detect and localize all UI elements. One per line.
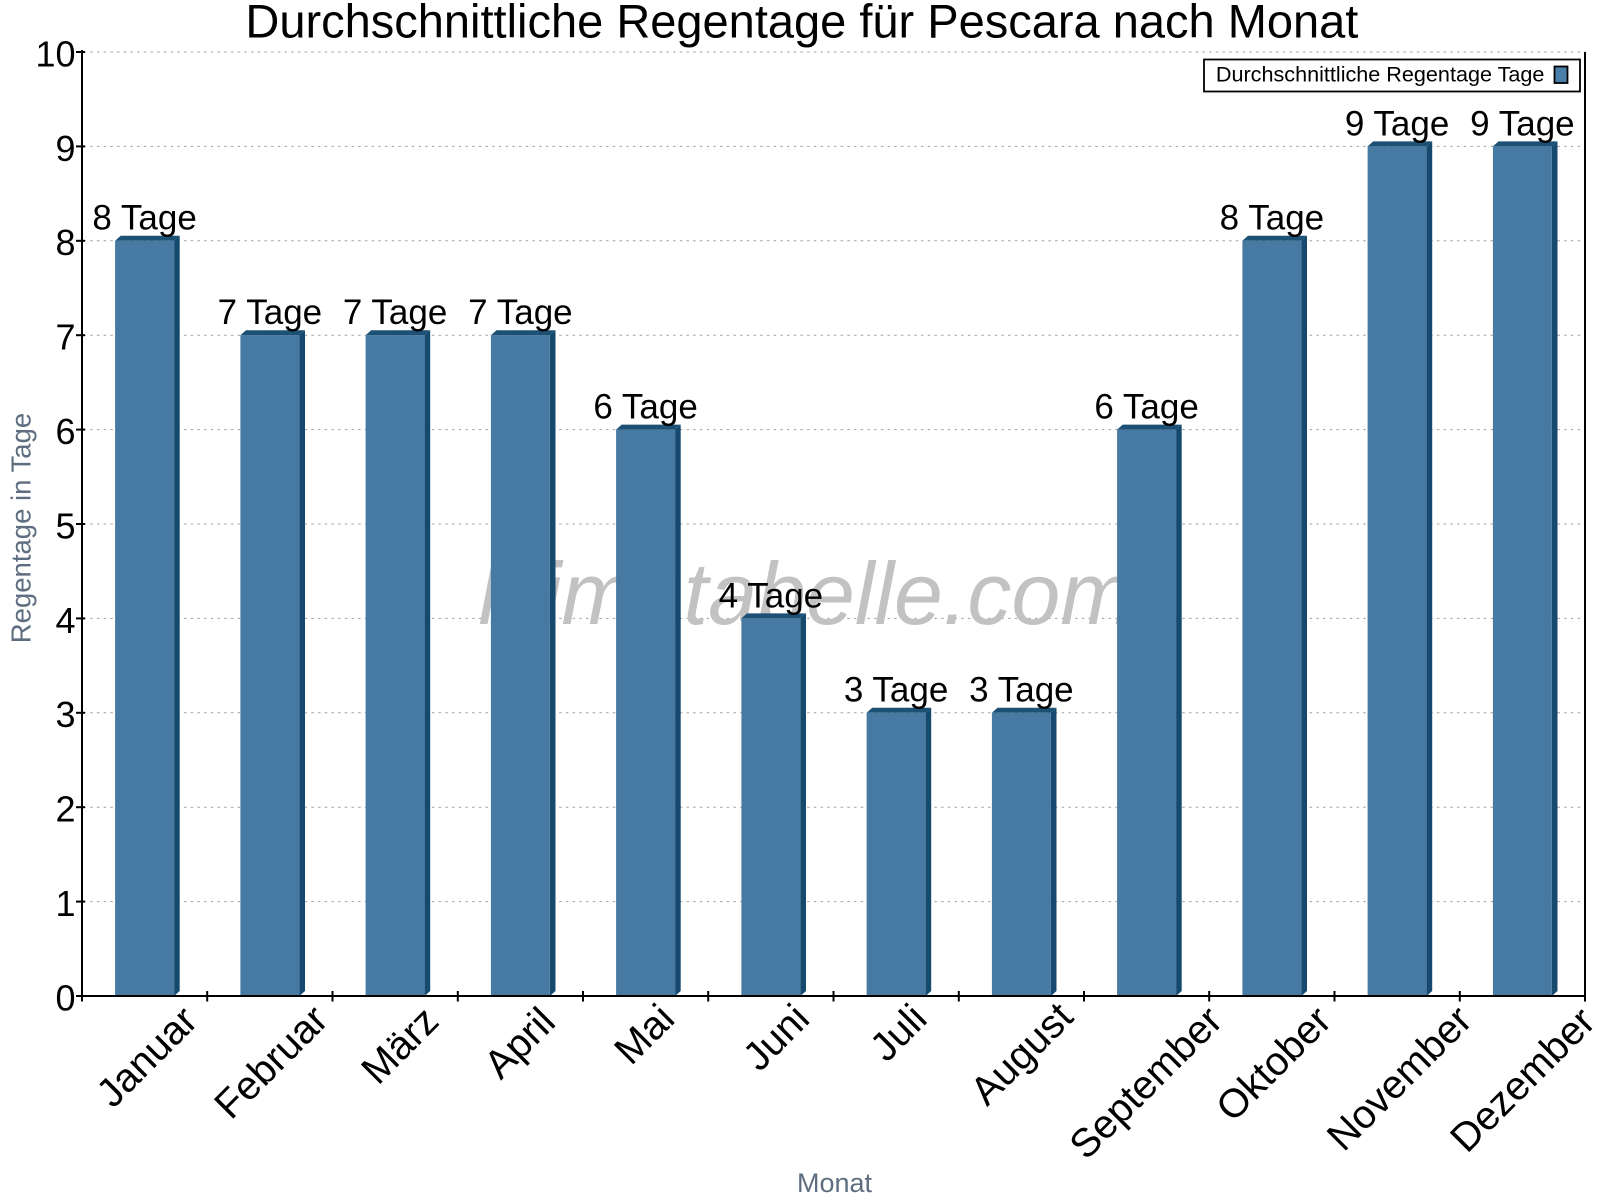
svg-text:3 Tage: 3 Tage [969, 671, 1073, 710]
svg-text:7 Tage: 7 Tage [468, 293, 572, 332]
svg-text:6: 6 [55, 411, 75, 452]
svg-text:6 Tage: 6 Tage [1094, 388, 1198, 427]
svg-text:3 Tage: 3 Tage [844, 671, 948, 710]
svg-text:Durchschnittliche Regentage fü: Durchschnittliche Regentage für Pescara … [245, 0, 1358, 48]
svg-text:9: 9 [55, 128, 75, 169]
svg-text:3: 3 [55, 694, 75, 735]
svg-text:4 Tage: 4 Tage [719, 576, 823, 615]
svg-text:2: 2 [55, 789, 75, 830]
svg-text:7: 7 [55, 317, 75, 358]
svg-text:5: 5 [55, 505, 75, 546]
svg-text:8 Tage: 8 Tage [1220, 199, 1324, 238]
svg-text:Regentage in Tage: Regentage in Tage [6, 413, 37, 643]
svg-text:10: 10 [35, 33, 75, 74]
svg-text:Durchschnittliche Regentage Ta: Durchschnittliche Regentage Tage [1216, 61, 1545, 86]
svg-text:4: 4 [55, 600, 75, 641]
svg-text:9 Tage: 9 Tage [1345, 104, 1449, 143]
svg-text:Monat: Monat [797, 1168, 873, 1198]
svg-text:0: 0 [55, 977, 75, 1018]
svg-text:1: 1 [55, 883, 75, 924]
svg-text:9 Tage: 9 Tage [1470, 104, 1574, 143]
svg-text:8: 8 [55, 222, 75, 263]
svg-text:8 Tage: 8 Tage [92, 199, 196, 238]
svg-text:7 Tage: 7 Tage [218, 293, 322, 332]
svg-text:7 Tage: 7 Tage [343, 293, 447, 332]
svg-text:6 Tage: 6 Tage [593, 388, 697, 427]
